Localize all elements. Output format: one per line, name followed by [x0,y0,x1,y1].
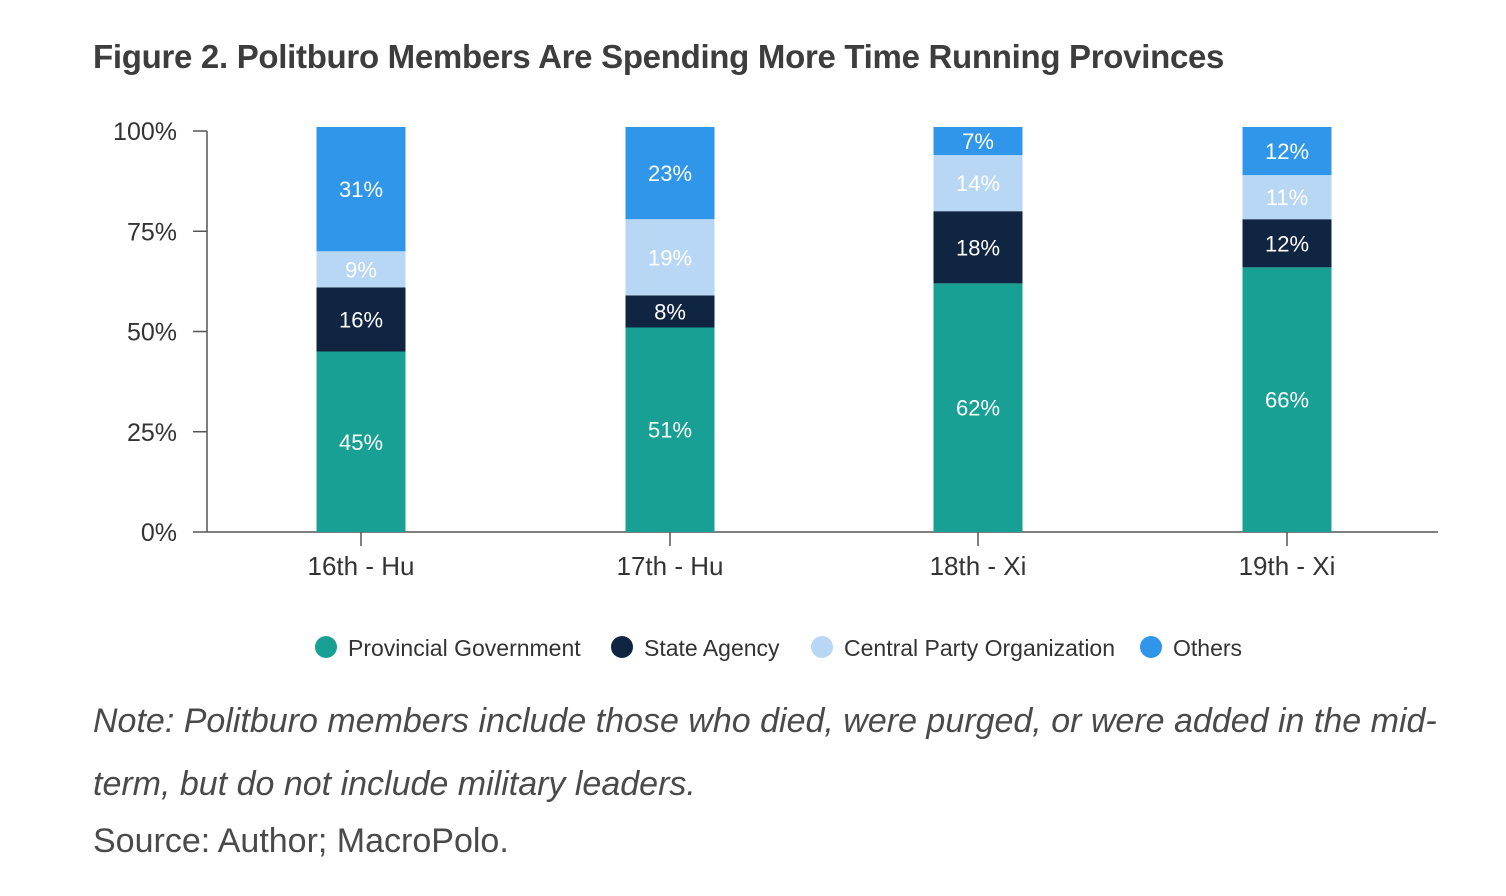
legend-swatch [811,636,833,658]
chart-title: Figure 2. Politburo Members Are Spending… [93,38,1225,75]
data-label: 62% [956,396,1000,421]
bar-segment [933,155,1023,212]
legend-label: Central Party Organization [844,635,1115,661]
x-tick-label: 17th - Hu [617,551,724,581]
data-label: 12% [1265,231,1309,256]
data-label: 19% [648,245,692,270]
bar-segment [316,126,406,252]
bar-segment [1242,175,1332,220]
data-label: 9% [345,257,377,282]
legend-swatch [611,636,633,658]
legend-label: Provincial Government [348,635,581,661]
data-label: 18% [956,235,1000,260]
x-tick-label: 19th - Xi [1239,551,1336,581]
data-label: 8% [654,299,686,324]
bar-segment [625,219,715,296]
bar-segment [625,126,715,220]
axes: 0% 25% 50% 75% 100% [113,118,1438,547]
data-label: 7% [962,129,994,154]
y-tick-label: 50% [127,319,177,347]
legend-label: Others [1173,635,1242,661]
bar-segment [1242,267,1332,532]
data-label: 45% [339,430,383,455]
data-label: 51% [648,418,692,443]
y-tick-label: 0% [141,519,177,547]
x-tick-label: 18th - Xi [930,551,1027,581]
stacked-bar-chart: 0% 25% 50% 75% 100% 45% 16% 9% 31% 51% 8% 19% 23% 62… [113,118,1438,661]
legend: Provincial Government State Agency Central… [315,635,1242,661]
bar-segment [933,283,1023,532]
y-tick-label: 75% [127,218,177,246]
data-label: 66% [1265,388,1309,413]
bar-segment [1242,126,1332,176]
x-tick-labels: 16th - Hu 17th - Hu 18th - Xi 19th - Xi [308,532,1336,581]
bar-segment [625,295,715,328]
data-label: 12% [1265,139,1309,164]
data-label: 16% [339,307,383,332]
bars: 45% 16% 9% 31% 51% 8% 19% 23% 62% 18% 14% 7% 66% 12% 1… [316,126,1332,532]
bar-segment [316,251,406,288]
y-tick-label: 25% [127,419,177,447]
data-label: 14% [956,171,1000,196]
chart-note: Note: Politburo members include those wh… [93,702,1437,803]
bar-segment [1242,219,1332,268]
bar-segment [933,211,1023,284]
x-tick-label: 16th - Hu [308,551,415,581]
bar-segment [316,287,406,352]
data-label: 23% [648,161,692,186]
chart-source: Source: Author; MacroPolo. [93,822,509,860]
legend-swatch [1140,636,1162,658]
legend-swatch [315,636,337,658]
bar-segment [316,351,406,532]
data-label: 31% [339,177,383,202]
legend-label: State Agency [644,635,780,661]
bar-segment [933,126,1023,156]
bar-segment [625,327,715,532]
data-label: 11% [1266,185,1308,210]
y-tick-label: 100% [113,118,177,146]
